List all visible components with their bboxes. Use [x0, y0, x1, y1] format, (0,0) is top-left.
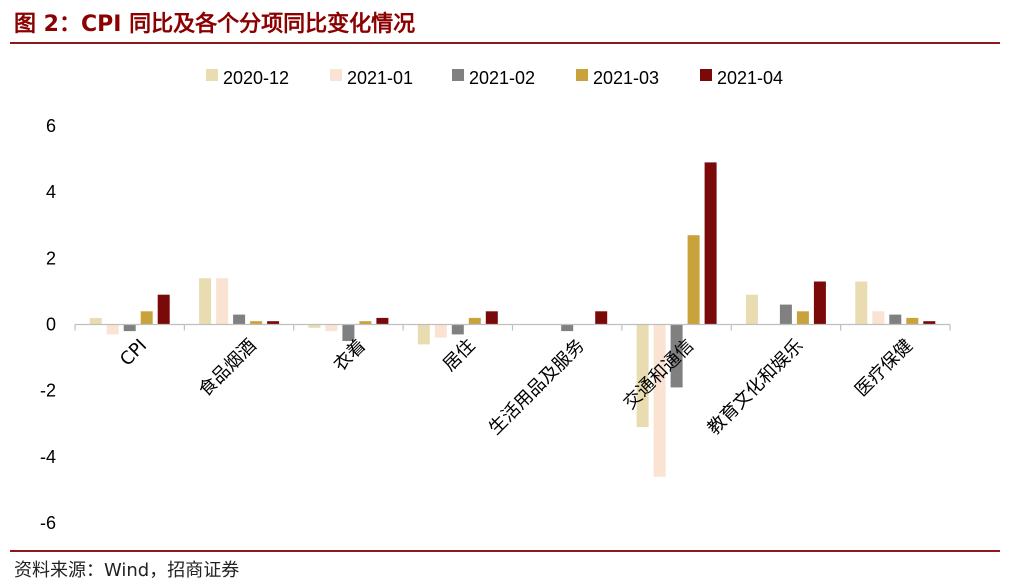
bar-2021-01-CPI: [106, 324, 119, 335]
legend-label-2021-04: 2021-04: [717, 68, 783, 88]
bar-2021-02-居住: [451, 324, 464, 335]
y-tick-label: -4: [40, 447, 56, 467]
bar-2021-03-CPI: [140, 311, 153, 325]
bar-2021-03-医疗保健: [906, 317, 919, 325]
y-tick-label: 4: [46, 182, 56, 202]
source-divider: [10, 550, 1000, 552]
bar-2021-02-医疗保健: [889, 314, 902, 325]
bar-2021-02-教育文化和娱乐: [779, 304, 792, 325]
x-category-label: 食品烟酒: [195, 335, 261, 401]
y-axis: 6 4 2 0 -2 -4 -6: [40, 116, 56, 533]
bar-2021-02-生活用品及服务: [561, 324, 574, 332]
bar-2021-02-衣着: [342, 324, 355, 341]
bar-2021-04-交通和通信: [704, 162, 717, 325]
y-tick-label: -6: [40, 513, 56, 533]
bar-2020-12-居住: [417, 324, 430, 345]
bar-2021-01-衣着: [325, 324, 338, 332]
bar-2021-04-衣着: [376, 317, 389, 325]
bar-2021-01-医疗保健: [872, 311, 885, 325]
bar-2020-12-教育文化和娱乐: [745, 294, 758, 325]
bar-2020-12-衣着: [308, 324, 321, 328]
y-tick-label: 0: [46, 315, 56, 335]
legend: 2020-12 2021-01 2021-02 2021-03 2021-04: [206, 68, 783, 88]
bar-2021-01-交通和通信: [653, 324, 666, 477]
bar-2021-01-居住: [434, 324, 447, 338]
legend-label-2021-03: 2021-03: [593, 68, 659, 88]
legend-label-2020-12: 2020-12: [223, 68, 289, 88]
legend-swatch-2021-04: [700, 69, 712, 81]
x-axis: CPI 食品烟酒 衣着 居住 生活用品及服务 交通和通信 教育文化和娱乐 医疗保健: [74, 323, 951, 439]
bar-2020-12-CPI: [89, 317, 102, 325]
bars: [89, 162, 936, 477]
bar-2021-02-交通和通信: [670, 324, 683, 388]
legend-swatch-2021-02: [452, 69, 464, 81]
x-category-label: 医疗保健: [851, 335, 917, 401]
x-category-label: 衣着: [330, 335, 370, 375]
title-divider: [10, 42, 1000, 44]
y-tick-label: 6: [46, 116, 56, 136]
bar-2021-03-交通和通信: [687, 235, 700, 325]
bar-2021-03-食品烟酒: [250, 321, 263, 325]
x-category-label: CPI: [116, 335, 151, 370]
bar-2021-03-衣着: [359, 321, 372, 325]
legend-swatch-2020-12: [206, 69, 218, 81]
bar-2021-04-CPI: [157, 294, 170, 325]
x-category-label: 教育文化和娱乐: [704, 335, 808, 439]
bar-2021-03-教育文化和娱乐: [796, 311, 809, 325]
bar-2021-02-CPI: [123, 324, 136, 332]
legend-label-2021-02: 2021-02: [469, 68, 535, 88]
bar-2020-12-交通和通信: [636, 324, 649, 428]
bar-2020-12-医疗保健: [855, 281, 868, 325]
legend-swatch-2021-01: [330, 69, 342, 81]
legend-swatch-2021-03: [576, 69, 588, 81]
chart-title: 图 2：CPI 同比及各个分项同比变化情况: [14, 12, 416, 37]
x-category-label: 居住: [439, 335, 479, 375]
bar-2021-04-医疗保健: [923, 321, 936, 325]
bar-2021-01-食品烟酒: [216, 278, 229, 325]
x-category-label: 生活用品及服务: [485, 335, 589, 439]
bar-2021-04-食品烟酒: [267, 321, 280, 325]
bar-2021-04-居住: [485, 311, 498, 325]
source-note: 资料来源：Wind，招商证券: [14, 560, 240, 581]
bar-2021-02-食品烟酒: [233, 314, 246, 325]
bar-2021-03-居住: [468, 317, 481, 325]
bar-2020-12-食品烟酒: [199, 278, 212, 325]
legend-label-2021-01: 2021-01: [347, 68, 413, 88]
bar-2021-04-生活用品及服务: [595, 311, 608, 325]
y-tick-label: -2: [40, 381, 56, 401]
bar-2021-04-教育文化和娱乐: [813, 281, 826, 325]
y-tick-label: 2: [46, 248, 56, 268]
bar-chart: 2020-12 2021-01 2021-02 2021-03 2021-04 6420…: [40, 68, 951, 533]
